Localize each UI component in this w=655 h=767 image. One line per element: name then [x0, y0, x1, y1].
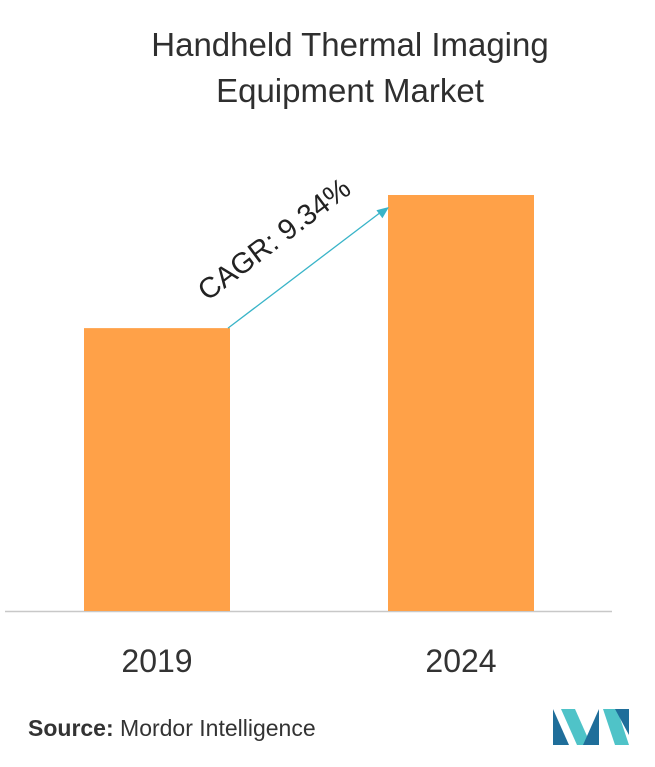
bar-2024	[388, 195, 534, 611]
title-line-2: Equipment Market	[216, 72, 484, 109]
source-name: Mordor Intelligence	[120, 715, 316, 741]
title-line-1: Handheld Thermal Imaging	[151, 26, 549, 63]
x-tick-label: 2024	[425, 643, 496, 679]
chart-title: Handheld Thermal Imaging Equipment Marke…	[40, 22, 655, 114]
cagr-arrow-head	[376, 207, 389, 219]
source-note: Source: Mordor Intelligence	[28, 715, 316, 742]
cagr-label: CAGR: 9.34%	[192, 172, 357, 307]
bar-chart: 2019 2024 CAGR: 9.34%	[5, 172, 612, 679]
mordor-intelligence-logo-icon	[553, 709, 629, 745]
bar-2019	[84, 328, 230, 611]
source-label: Source:	[28, 715, 114, 741]
x-tick-label: 2019	[121, 643, 192, 679]
cagr-arrow-line	[227, 211, 382, 329]
